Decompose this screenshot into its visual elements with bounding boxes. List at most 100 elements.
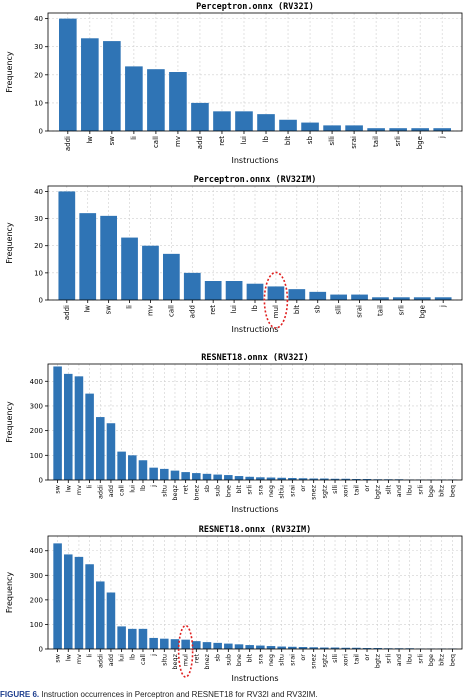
bar-sgtz [320, 647, 329, 649]
x-tick-label: lb [128, 654, 136, 660]
bar-mv [142, 245, 159, 300]
x-tick-label: lui [128, 485, 136, 493]
y-tick-label: 200 [30, 427, 43, 435]
x-tick-label: lui [230, 305, 238, 313]
bar-blt [234, 476, 244, 480]
x-tick-label: bnez [192, 484, 200, 500]
x-tick-label: srli [416, 485, 424, 495]
x-tick-label: sw [54, 653, 62, 662]
bar-bnez [202, 642, 212, 649]
x-tick-label: addi [96, 485, 104, 499]
bar-or [362, 648, 372, 649]
x-tick-label: li [130, 136, 138, 140]
x-tick-label: call [152, 136, 160, 148]
bar-sb [202, 473, 212, 480]
x-tick-label: neg [267, 485, 275, 497]
x-tick-label: sb [203, 485, 211, 493]
bar-addi [58, 191, 76, 300]
bar-sgtz [320, 478, 329, 480]
bar-srai [345, 125, 363, 131]
bar-mul [267, 286, 285, 300]
bar-tail [352, 479, 361, 480]
x-tick-label: mv [75, 485, 83, 495]
x-tick-label: srli [394, 136, 402, 146]
x-tick-label: beqz [171, 484, 179, 500]
bar-or [298, 647, 308, 649]
bar-slli [323, 125, 341, 131]
y-tick-label: 0 [39, 477, 43, 485]
bar-neg [266, 477, 276, 480]
bar-bnez [192, 473, 201, 480]
x-tick-label: add [107, 654, 115, 666]
x-tick-label: lbu [406, 654, 414, 664]
y-axis-label: Frequency [5, 222, 14, 264]
bar-lw [81, 38, 99, 131]
x-tick-label: bgtz [374, 484, 382, 499]
bar-bge [411, 128, 429, 131]
bar-add [106, 592, 116, 649]
y-tick-label: 0 [39, 128, 43, 136]
bar-bne [234, 644, 244, 649]
x-tick-label: lw [86, 136, 94, 144]
bar-snez [309, 647, 318, 649]
bar-j [149, 637, 158, 649]
y-tick-label: 400 [30, 378, 43, 386]
x-tick-label: j [150, 654, 158, 657]
x-tick-label: bge [416, 136, 424, 149]
bar-snez [309, 478, 318, 480]
x-tick-label: bne [235, 654, 243, 666]
bar-sw [53, 366, 62, 480]
x-tick-label: sgtz [320, 653, 328, 667]
bar-lw [64, 554, 73, 649]
bar-ret [181, 472, 190, 480]
bar-li [125, 66, 143, 131]
x-tick-label: srli [397, 305, 405, 315]
bar-xori [341, 647, 350, 649]
x-tick-label: add [107, 485, 115, 497]
bar-sub [224, 643, 233, 649]
bar-sw [103, 41, 121, 131]
y-tick-label: 10 [34, 99, 43, 107]
bar-srli [245, 476, 254, 480]
y-tick-label: 300 [30, 572, 43, 580]
x-tick-label: bnez [203, 653, 211, 669]
y-tick-label: 300 [30, 402, 43, 410]
bar-bne [224, 475, 233, 480]
x-tick-label: neg [267, 654, 275, 666]
bar-add [106, 423, 116, 480]
y-tick-label: 10 [34, 269, 43, 277]
chart-title: RESNET18.onnx (RV32IM) [199, 525, 312, 535]
bar-lb [138, 460, 148, 480]
x-tick-label: or [299, 654, 307, 661]
highlight-ellipse [177, 624, 194, 678]
x-tick-label: ret [218, 136, 226, 146]
x-tick-label: lb [139, 485, 147, 491]
x-tick-label: sltu [278, 654, 286, 666]
x-tick-label: or [363, 654, 371, 661]
bar-mv [74, 556, 84, 649]
bar-mv [74, 376, 84, 480]
bar-sw [100, 215, 117, 300]
x-tick-label: lw [64, 484, 72, 492]
bar-lb [246, 283, 264, 300]
x-tick-label: slli [331, 485, 339, 494]
x-tick-label: mv [174, 136, 182, 147]
bar-blt [279, 119, 297, 131]
bar-sb [309, 291, 327, 300]
x-tick-label: call [139, 654, 147, 665]
bar-addi [59, 18, 77, 131]
y-tick-label: 20 [34, 242, 43, 250]
bar-lui [235, 111, 253, 131]
x-tick-label: tail [376, 305, 384, 316]
bar-srai [288, 646, 297, 649]
bar-lui [225, 281, 243, 300]
bar-srai [351, 294, 368, 300]
y-tick-label: 40 [34, 188, 43, 196]
bar-mul [181, 639, 190, 649]
x-tick-label: xori [342, 485, 350, 497]
x-tick-label: bge [427, 485, 435, 497]
x-tick-label: j [150, 485, 158, 488]
x-tick-label: snez [310, 484, 318, 500]
x-tick-label: srli [384, 654, 392, 664]
